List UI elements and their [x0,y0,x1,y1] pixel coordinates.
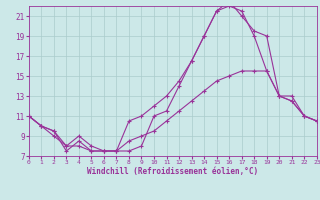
X-axis label: Windchill (Refroidissement éolien,°C): Windchill (Refroidissement éolien,°C) [87,167,258,176]
